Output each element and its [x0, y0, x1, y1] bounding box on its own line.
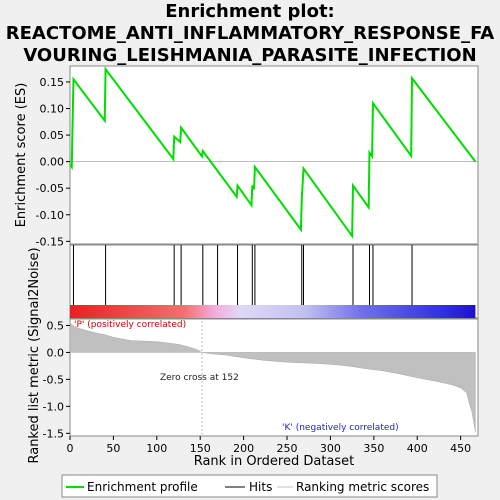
chart-title-line-3: VOURING_LEISHMANIA_PARASITE_INFECTION [23, 45, 477, 66]
es-y-axis-label: Enrichment score (ES) [14, 83, 29, 228]
es-ytick-label: 0.00 [40, 156, 65, 169]
es-ytick-label: -0.10 [36, 209, 64, 222]
positive-correlation-label: 'P' (positively correlated) [74, 320, 186, 330]
enrichment-profile-line [69, 66, 477, 240]
chart-title-line-1: Enrichment plot: [165, 1, 335, 22]
metric-plot-area [69, 318, 479, 437]
metric-xtick-label: 150 [190, 442, 211, 455]
metric-xtick-label: 400 [407, 442, 428, 455]
ranked-list-color-bar [70, 305, 476, 318]
es-ytick-label: -0.15 [36, 235, 64, 248]
metric-xtick-label: 450 [450, 442, 471, 455]
metric-xtick-label: 350 [363, 442, 384, 455]
legend-profile-label: Enrichment profile [87, 480, 198, 494]
metric-ytick-label: -1.0 [43, 400, 64, 413]
legend-metric-label: Ranking metric scores [296, 480, 429, 494]
metric-xtick-label: 300 [320, 442, 341, 455]
negative-correlation-label: 'K' (negatively correlated) [282, 423, 399, 433]
metric-xtick-label: 0 [67, 442, 74, 455]
metric-y-axis-label: Ranked list metric (Signal2Noise) [27, 247, 42, 463]
ranking-metric-panel: -1.5 -1.0 -0.5 0.0 0.5 0 50 100 150 200 250 300 350 4… [27, 247, 479, 469]
metric-xtick-label: 250 [277, 442, 298, 455]
enrichment-score-panel: -0.15 -0.10 -0.05 0.00 0.05 0.10 0.15 Enrichmen… [14, 65, 479, 248]
es-ytick-label: 0.10 [40, 103, 65, 116]
metric-ytick-label: 0.5 [47, 319, 65, 332]
es-ytick-label: 0.15 [40, 76, 65, 89]
metric-ytick-label: -1.5 [43, 427, 64, 440]
es-ytick-label: -0.05 [36, 182, 64, 195]
ranking-metric-area [69, 322, 476, 433]
hits-panel [69, 244, 479, 319]
x-axis-label: Rank in Ordered Dataset [194, 454, 355, 469]
es-plot-area [69, 65, 479, 245]
legend-box [61, 474, 438, 498]
metric-ytick-label: 0.0 [47, 346, 65, 359]
es-ytick-label: 0.05 [40, 129, 65, 142]
metric-xtick-label: 200 [233, 442, 254, 455]
metric-ytick-label: -0.5 [43, 373, 64, 386]
legend-hits-label: Hits [249, 480, 272, 494]
metric-xtick-label: 50 [106, 442, 120, 455]
chart-title-line-2: REACTOME_ANTI_INFLAMMATORY_RESPONSE_FA [5, 23, 495, 44]
zero-cross-label: Zero cross at 152 [160, 373, 239, 383]
metric-xtick-label: 100 [146, 442, 167, 455]
legend: Enrichment profile Hits Ranking metric sco… [61, 474, 438, 498]
